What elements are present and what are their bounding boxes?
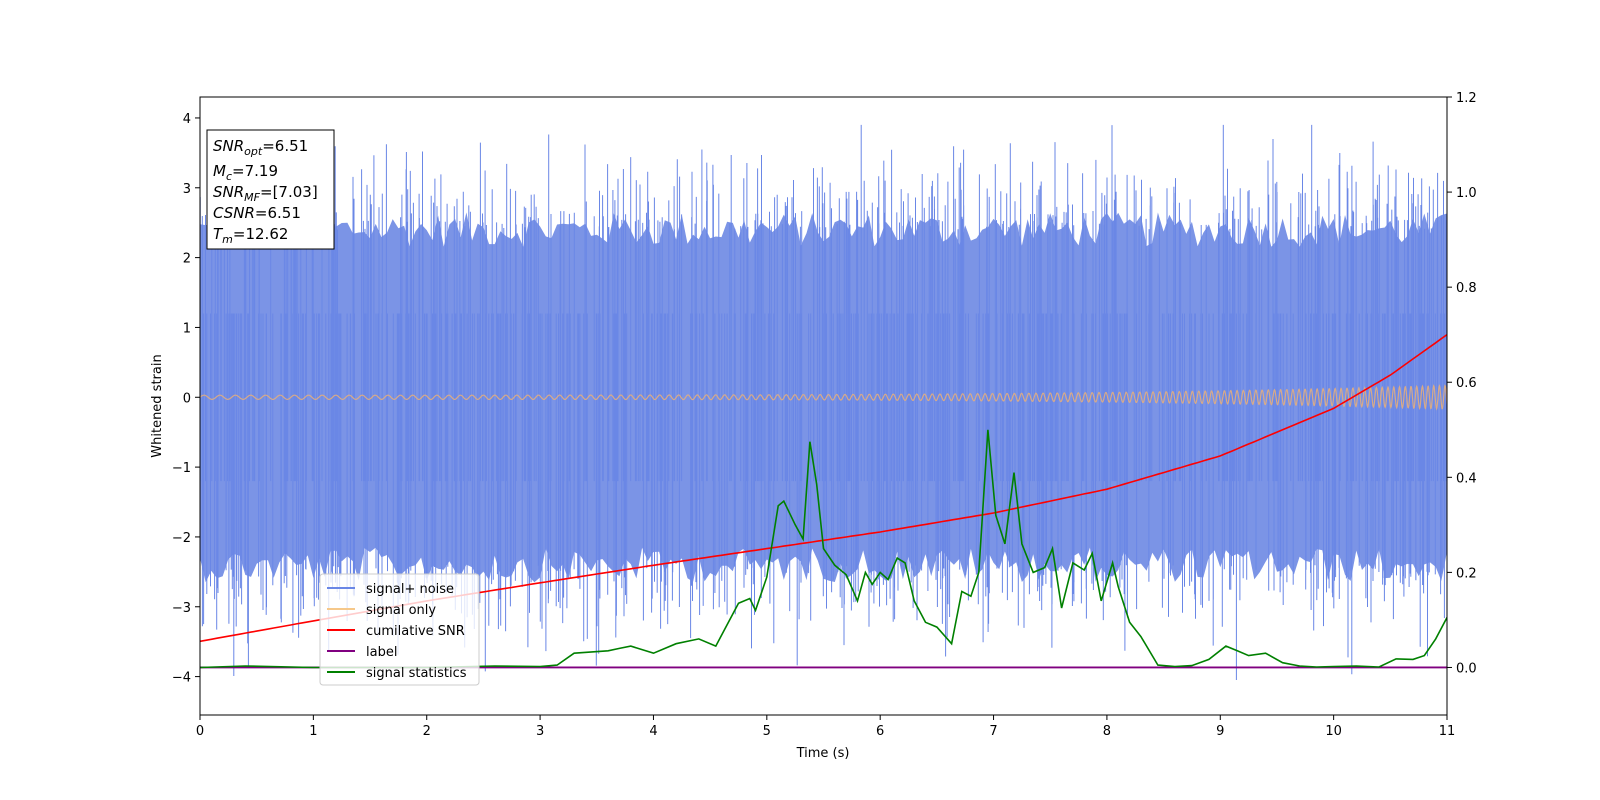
annotation-line: Mc=7.19 xyxy=(213,162,278,183)
y2-tick-label: 1.0 xyxy=(1456,186,1477,201)
noise-spikes xyxy=(200,124,1447,680)
y-axis-right: 0.0 0.2 0.4 0.6 0.8 1.0 1.2 xyxy=(1447,91,1477,676)
y-tick-label: −1 xyxy=(172,461,191,476)
y-tick-label: −4 xyxy=(172,671,191,686)
x-tick-label: 2 xyxy=(423,724,431,739)
y-tick-label: 1 xyxy=(183,321,191,336)
x-tick-label: 10 xyxy=(1325,724,1342,739)
signal-noise-series xyxy=(200,124,1447,680)
x-tick-label: 6 xyxy=(876,724,884,739)
x-axis: 0 1 2 3 4 5 6 7 8 9 10 11 xyxy=(196,715,1455,739)
y-tick-label: −2 xyxy=(172,531,191,546)
legend: signal+ noise signal only cumilative SNR la… xyxy=(319,573,480,686)
x-tick-label: 3 xyxy=(536,724,544,739)
legend-label: cumilative SNR xyxy=(366,624,465,639)
x-tick-label: 1 xyxy=(309,724,317,739)
x-tick-label: 9 xyxy=(1216,724,1224,739)
y-axis-left: −4 −3 −2 −1 0 1 2 3 4 xyxy=(172,112,200,686)
legend-label: signal statistics xyxy=(366,666,467,681)
legend-label: signal only xyxy=(366,603,436,618)
y2-tick-label: 0.4 xyxy=(1456,471,1477,486)
y-tick-label: 4 xyxy=(183,112,191,127)
x-axis-label: Time (s) xyxy=(796,746,850,761)
y-axis-label: Whitened strain xyxy=(150,354,165,457)
x-tick-label: 8 xyxy=(1103,724,1111,739)
signal-only-series xyxy=(200,384,1447,411)
legend-label: signal+ noise xyxy=(366,582,454,597)
y-tick-label: 3 xyxy=(183,182,191,197)
annotation-line: SNRMF=[7.03] xyxy=(213,183,318,204)
signal-statistics-line xyxy=(200,429,1447,669)
x-tick-label: 4 xyxy=(649,724,657,739)
y-tick-label: 0 xyxy=(183,391,191,406)
x-tick-label: 11 xyxy=(1439,724,1456,739)
x-tick-label: 7 xyxy=(989,724,997,739)
y2-tick-label: 0.8 xyxy=(1456,281,1477,296)
y2-tick-label: 0.6 xyxy=(1456,376,1477,391)
y-tick-label: −3 xyxy=(172,601,191,616)
y2-tick-label: 1.2 xyxy=(1456,91,1477,106)
annotation-line: SNRopt=6.51 xyxy=(213,137,308,158)
y-tick-label: 2 xyxy=(183,252,191,267)
annotation-line: CSNR=6.51 xyxy=(213,204,301,222)
x-tick-label: 5 xyxy=(763,724,771,739)
x-tick-label: 0 xyxy=(196,724,204,739)
y2-tick-label: 0.0 xyxy=(1456,661,1477,676)
y2-tick-label: 0.2 xyxy=(1456,566,1477,581)
annotation-line: Tm=12.62 xyxy=(213,225,288,246)
plot-frame xyxy=(199,96,1448,716)
legend-label: label xyxy=(366,645,397,660)
